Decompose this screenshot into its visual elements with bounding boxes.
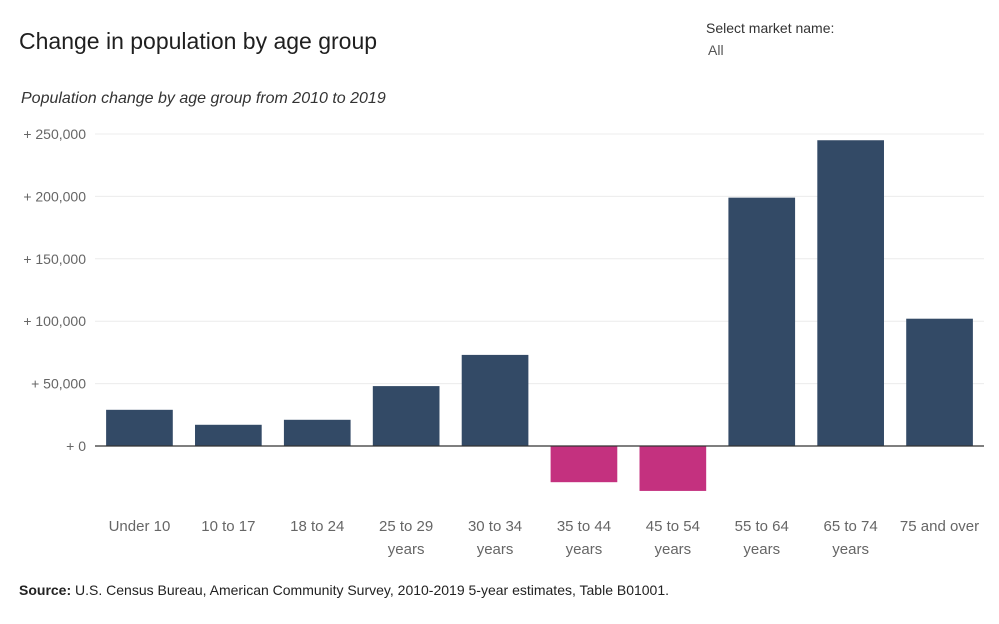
- market-filter[interactable]: Select market name: All: [706, 20, 906, 58]
- bar: [817, 140, 884, 447]
- bar: [639, 446, 707, 491]
- bar: [283, 419, 351, 446]
- bar: [728, 197, 796, 446]
- market-filter-value[interactable]: All: [708, 42, 724, 58]
- x-category-label: 45 to 54 years: [646, 518, 700, 558]
- source-note: Source: U.S. Census Bureau, American Com…: [19, 582, 669, 598]
- source-text: U.S. Census Bureau, American Community S…: [71, 582, 670, 598]
- chart-title: Change in population by age group: [19, 28, 378, 54]
- bar: [372, 386, 440, 446]
- x-category-label: 30 to 34 years: [468, 518, 522, 558]
- bar: [106, 409, 173, 446]
- y-tick-label: + 150,000: [23, 251, 86, 267]
- bar: [195, 424, 262, 446]
- x-category-label: Under 10: [109, 518, 171, 535]
- y-tick-label: + 100,000: [23, 313, 86, 329]
- bar: [461, 354, 529, 446]
- x-category-label: 55 to 64 years: [735, 518, 789, 558]
- bar: [906, 318, 973, 446]
- bar: [550, 446, 618, 483]
- y-tick-label: + 0: [66, 438, 86, 454]
- y-tick-label: + 50,000: [31, 376, 86, 392]
- x-category-label: 65 to 74 years: [824, 518, 878, 558]
- x-category-label: 10 to 17: [201, 518, 255, 535]
- market-filter-label: Select market name:: [706, 20, 835, 36]
- x-category-label: 35 to 44 years: [557, 518, 611, 558]
- x-category-label: 18 to 24: [290, 518, 344, 535]
- x-category-label: 75 and over: [900, 518, 979, 535]
- chart-subtitle: Population change by age group from 2010…: [21, 90, 386, 107]
- y-tick-label: + 250,000: [23, 126, 86, 142]
- source-label: Source:: [19, 582, 72, 598]
- y-tick-label: + 200,000: [23, 188, 86, 204]
- bar-chart: + 0 + 50,000 + 100,000 + 150,000 + 200,000 + …: [23, 126, 984, 558]
- x-category-label: 25 to 29 years: [379, 518, 433, 558]
